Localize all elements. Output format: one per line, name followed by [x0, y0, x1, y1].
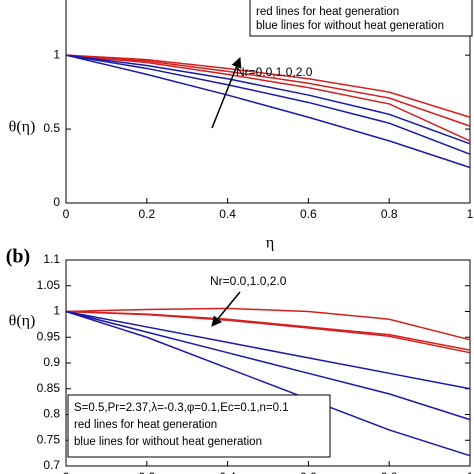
line	[65, 54, 471, 169]
x-tick-label: 0.2	[138, 207, 155, 221]
line	[65, 310, 471, 354]
x-tick-label: 0	[63, 207, 70, 221]
y-tick-label: 0.75	[37, 432, 61, 446]
x-tick-label: 0.8	[381, 470, 398, 474]
line	[65, 54, 471, 155]
y-tick-label: 1.05	[37, 278, 61, 292]
legend-text: red lines for heat generation	[74, 419, 217, 431]
line	[65, 54, 471, 127]
x-tick-label: 0	[63, 470, 70, 474]
x-tick-label: 0.8	[381, 207, 398, 221]
legend-text: red lines for heat generation	[256, 6, 399, 18]
y-axis-label: θ(η)	[9, 119, 36, 136]
y-axis-label: θ(η)	[9, 313, 36, 330]
y-tick-label: 1	[53, 47, 60, 61]
line	[65, 54, 471, 118]
x-tick-label: 0.4	[219, 207, 236, 221]
line	[65, 54, 471, 142]
line	[65, 54, 471, 145]
arrow	[211, 57, 242, 129]
line	[65, 310, 471, 457]
legend-box	[249, 0, 473, 37]
y-tick-label: 0.8	[43, 407, 60, 421]
y-tick-label: 0.95	[37, 329, 61, 343]
plot-frame	[65, 0, 471, 204]
legend-text: blue lines for without heat generation	[256, 20, 444, 32]
annotation: Nr=0.0,1.0,2.0	[210, 274, 287, 288]
legend-box	[67, 394, 331, 458]
y-tick-label: 0	[53, 195, 60, 209]
y-tick-label: 0.9	[43, 355, 60, 369]
x-tick-label: 1	[467, 207, 474, 221]
y-tick-label: 1	[53, 304, 60, 318]
legend-text: S=0.5,Pr=2.37,λ=-0.3,φ=0.1,Ec=0.1,n=0.1	[74, 402, 289, 414]
line	[65, 310, 471, 421]
x-tick-label: 0.6	[300, 207, 317, 221]
y-tick-label: 0.85	[37, 381, 61, 395]
y-tick-label: 1.1	[43, 252, 60, 266]
x-tick-label: 1	[467, 470, 474, 474]
legend-text: blue lines for without heat generation	[74, 436, 262, 448]
arrow	[211, 291, 241, 327]
x-tick-label: 0.2	[138, 470, 155, 474]
y-tick-label: 0.5	[43, 121, 60, 135]
line	[65, 307, 471, 341]
panel-label: (b)	[6, 246, 30, 268]
x-tick-label: 0.6	[300, 470, 317, 474]
annotation: Nr=0.0,1.0,2.0	[236, 65, 313, 79]
x-tick-label: 0.4	[219, 470, 236, 474]
line	[65, 310, 471, 390]
y-tick-label: 0.7	[43, 458, 60, 472]
x-axis-label: η	[266, 235, 274, 252]
